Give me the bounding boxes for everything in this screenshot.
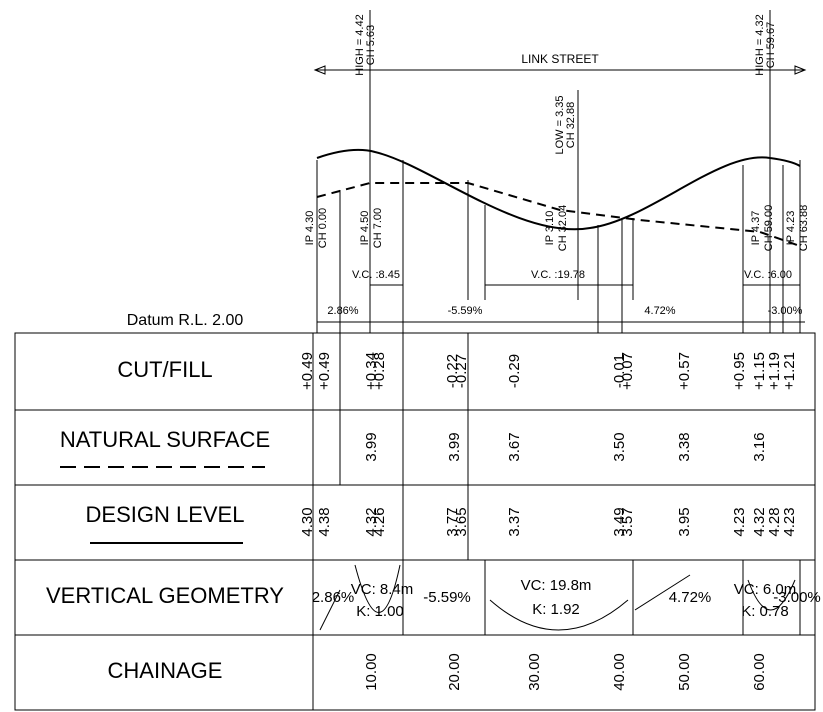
geometry-label: 2.86%	[312, 589, 355, 606]
design-level-value: 4.23	[781, 507, 798, 536]
frame	[14, 10, 816, 711]
cut-fill-value: +0.07	[619, 352, 636, 390]
ip-label: CH 7.00	[372, 208, 384, 248]
geometry-label: VC: 6.0m	[734, 581, 797, 598]
ip-label: IP 4.23	[785, 211, 797, 246]
cut-fill-value: +0.95	[731, 352, 748, 390]
geometry-label: K: 1.92	[532, 601, 580, 618]
datum: Datum R.L. 2.00	[127, 312, 244, 329]
chainage-value: 60.00	[751, 653, 768, 691]
design-level-value: 4.23	[731, 507, 748, 536]
row-label: CUT/FILL	[117, 357, 212, 382]
cut-fill-value: +0.57	[676, 352, 693, 390]
cut-fill-value: +0.49	[316, 352, 333, 390]
design-level-value: 4.26	[371, 507, 388, 536]
natural-surface-value: 3.38	[676, 432, 693, 461]
natural-surface-value: 3.99	[363, 432, 380, 461]
geometry-label: K: 1.00	[356, 603, 404, 620]
cut-fill-value: -0.22	[444, 354, 461, 388]
ip-label: CH 59.00	[763, 205, 775, 251]
grade-label: 4.72%	[644, 305, 675, 317]
ip-label: IP 4.50	[359, 211, 371, 246]
design-level-value: 3.37	[506, 507, 523, 536]
vc-label: V.C. :6.00	[744, 269, 792, 281]
high-low-label: HIGH = 4.42	[354, 14, 366, 75]
ip-label: CH 0.00	[317, 208, 329, 248]
chainage-value: 30.00	[526, 653, 543, 691]
design-level-value: 4.30	[299, 507, 316, 536]
high-low-label: HIGH = 4.32	[754, 14, 766, 75]
design-level-value: 4.38	[316, 507, 333, 536]
cut-fill-value: +1.21	[781, 352, 798, 390]
grade-label: 2.86%	[327, 305, 358, 317]
cut-fill-value: +1.15	[751, 352, 768, 390]
cut-fill-value: +1.19	[766, 352, 783, 390]
geometry-label: -3.00%	[773, 589, 821, 606]
design-level-value: 3.95	[676, 507, 693, 536]
design-level-value: 3.65	[453, 507, 470, 536]
row-label: DESIGN LEVEL	[86, 502, 245, 527]
chainage-value: 50.00	[676, 653, 693, 691]
chainage-value: 40.00	[611, 653, 628, 691]
ip-label: CH 63.88	[798, 205, 810, 251]
geometry-label: -5.59%	[423, 589, 471, 606]
chainage-value: 20.00	[446, 653, 463, 691]
vc-label: V.C. :8.45	[352, 269, 400, 281]
natural-surface-value: 3.16	[751, 432, 768, 461]
design-level-value: 4.32	[363, 507, 380, 536]
geometry-label: VC: 8.4m	[351, 581, 414, 598]
row-label: NATURAL SURFACE	[60, 427, 270, 452]
cut-fill-value: +0.49	[299, 352, 316, 390]
street-name: LINK STREET	[521, 52, 599, 66]
chainage-value: 10.00	[363, 653, 380, 691]
cut-fill-value: -0.27	[453, 354, 470, 388]
geometry-label: VC: 19.8m	[521, 577, 592, 594]
design-level-value: 3.57	[619, 507, 636, 536]
grade-label: -5.59%	[448, 305, 483, 317]
grade-label: -3.00%	[768, 305, 803, 317]
ip-label: IP 3.10	[544, 211, 556, 246]
cut-fill-value: -0.29	[506, 354, 523, 388]
natural-surface-value: 3.99	[446, 432, 463, 461]
natural-surface-value: 3.67	[506, 432, 523, 461]
design-level-value: 4.28	[766, 507, 783, 536]
row-label: CHAINAGE	[108, 658, 223, 683]
vc-label: V.C. :19.78	[531, 269, 585, 281]
ip-label: IP 4.37	[750, 211, 762, 246]
cut-fill-value: +0.34	[363, 352, 380, 390]
natural-surface-value: 3.50	[611, 432, 628, 461]
row-label: VERTICAL GEOMETRY	[46, 583, 284, 608]
cut-fill-value: +0.28	[371, 352, 388, 390]
geometry-label: K: 0.78	[741, 603, 789, 620]
high-low-label: LOW = 3.35	[554, 95, 566, 154]
high-low-label: CH 59.67	[765, 22, 777, 68]
ip-label: IP 4.30	[304, 211, 316, 246]
ip-label: CH 32.04	[557, 205, 569, 251]
design-level-value: 4.32	[751, 507, 768, 536]
high-low-label: CH 32.88	[565, 102, 577, 148]
high-low-label: CH 5.63	[365, 25, 377, 65]
design-level-value: 3.77	[444, 507, 461, 536]
cut-fill-value: -0.01	[611, 354, 628, 388]
design-level-value: 3.49	[611, 507, 628, 536]
geometry-label: 4.72%	[669, 589, 712, 606]
